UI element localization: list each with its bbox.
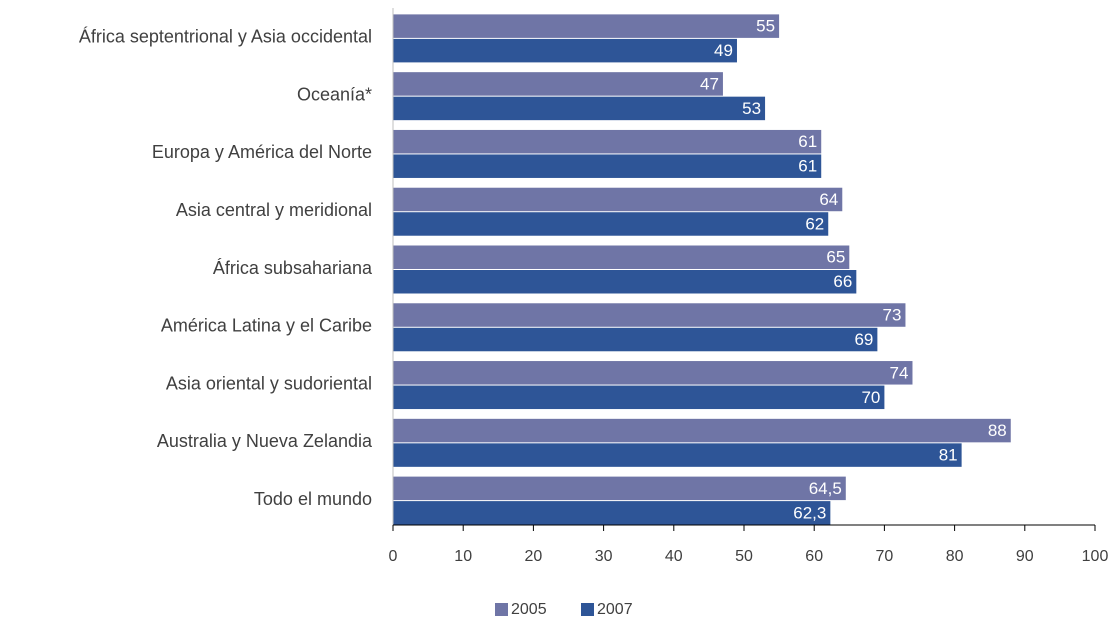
value-label: 49	[714, 41, 733, 60]
value-label: 73	[883, 306, 902, 325]
x-tick-label: 10	[454, 548, 472, 565]
value-label: 62	[805, 214, 824, 233]
bar	[393, 245, 850, 269]
bar	[393, 187, 843, 212]
category-label: Todo el mundo	[254, 489, 372, 509]
category-label: Oceanía*	[297, 84, 372, 104]
value-label: 62,3	[793, 503, 826, 522]
value-label: 61	[798, 157, 817, 176]
x-tick-label: 100	[1082, 548, 1109, 565]
bar	[393, 96, 766, 121]
bar	[393, 38, 737, 63]
value-label: 66	[833, 272, 852, 291]
bar	[393, 72, 723, 96]
value-label: 74	[890, 363, 909, 382]
bar	[393, 443, 962, 467]
bar	[393, 129, 822, 154]
x-tick-label: 80	[946, 548, 964, 565]
x-tick-label: 70	[876, 548, 894, 565]
value-label: 65	[826, 248, 845, 267]
category-label: Asia central y meridional	[176, 200, 372, 220]
legend-swatch	[581, 603, 594, 616]
bar	[393, 303, 906, 327]
category-label: Australia y Nueva Zelandia	[157, 431, 373, 451]
value-label: 47	[700, 74, 719, 93]
category-label: África subsahariana	[213, 258, 373, 278]
category-label: Asia oriental y sudoriental	[166, 373, 372, 393]
bar	[393, 154, 822, 178]
value-label: 69	[854, 330, 873, 349]
legend-label: 2007	[597, 601, 633, 618]
value-label: 64,5	[809, 479, 842, 498]
x-tick-label: 50	[735, 548, 753, 565]
value-label: 64	[819, 190, 838, 209]
category-label: Europa y América del Norte	[152, 142, 372, 162]
value-label: 55	[756, 17, 775, 36]
value-label: 53	[742, 99, 761, 118]
value-label: 88	[988, 421, 1007, 440]
bar	[393, 327, 878, 352]
bar	[393, 476, 846, 501]
x-tick-label: 40	[665, 548, 683, 565]
bar	[393, 14, 780, 38]
x-tick-label: 60	[805, 548, 823, 565]
x-tick-label: 20	[525, 548, 543, 565]
bar	[393, 270, 857, 294]
legend-swatch	[495, 603, 508, 616]
bar	[393, 212, 829, 236]
x-tick-label: 30	[595, 548, 613, 565]
bar	[393, 418, 1011, 443]
value-label: 70	[861, 388, 880, 407]
bar	[393, 501, 831, 525]
category-label: África septentrional y Asia occidental	[79, 27, 372, 47]
legend-label: 2005	[511, 601, 547, 618]
x-tick-label: 90	[1016, 548, 1034, 565]
bar	[393, 361, 913, 385]
category-label: América Latina y el Caribe	[161, 316, 372, 336]
value-label: 81	[939, 446, 958, 465]
bar	[393, 385, 885, 410]
value-label: 61	[798, 132, 817, 151]
x-tick-label: 0	[389, 548, 398, 565]
